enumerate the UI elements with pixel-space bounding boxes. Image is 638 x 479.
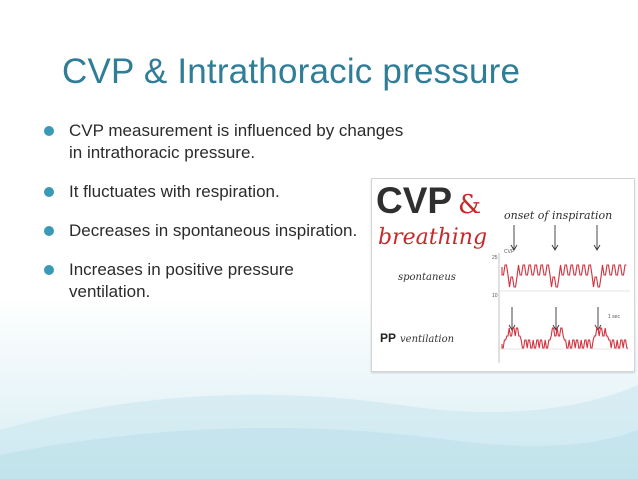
bullet-text: Increases in positive pressure ventilati… [69,260,294,301]
bullet-item: Decreases in spontaneous inspiration. [44,220,369,242]
figure-drawing: CVP & breathing onset of inspiration spo… [376,180,630,363]
inspiration-arrow-icon [508,225,602,331]
slide-title: CVP & Intrathoracic pressure [62,52,521,91]
figure-heading-cvp: CVP [376,180,452,221]
trace-label: CVP [504,249,515,255]
scale-bottom-label: 10 [492,293,498,299]
bullet-dot-icon [44,126,54,136]
spontaneous-label: spontaneus [398,272,456,283]
time-label: 1 sec [608,314,620,320]
bullet-item: CVP measurement is influenced by changes… [44,120,414,164]
bullet-dot-icon [44,265,54,275]
pp-label: PP [380,331,396,345]
spontaneous-cvp-trace [501,264,627,288]
scale-top-label: 25 [492,255,498,261]
bullet-text: It fluctuates with respiration. [69,182,280,201]
bullet-dot-icon [44,187,54,197]
bullet-text: CVP measurement is influenced by changes… [69,121,404,162]
figure-heading-breathing: breathing [378,225,487,250]
onset-label: onset of inspiration [504,209,612,222]
bullet-item: It fluctuates with respiration. [44,181,414,203]
ventilation-cvp-trace [501,327,628,349]
bullet-list: CVP measurement is influenced by changes… [44,120,414,303]
ventilation-label: ventilation [400,334,454,345]
cvp-breathing-figure: CVP & breathing onset of inspiration spo… [371,178,635,372]
figure-heading-amp: & [458,190,481,220]
bullet-text: Decreases in spontaneous inspiration. [69,221,358,240]
bullet-item: Increases in positive pressure ventilati… [44,259,379,303]
bullet-dot-icon [44,226,54,236]
